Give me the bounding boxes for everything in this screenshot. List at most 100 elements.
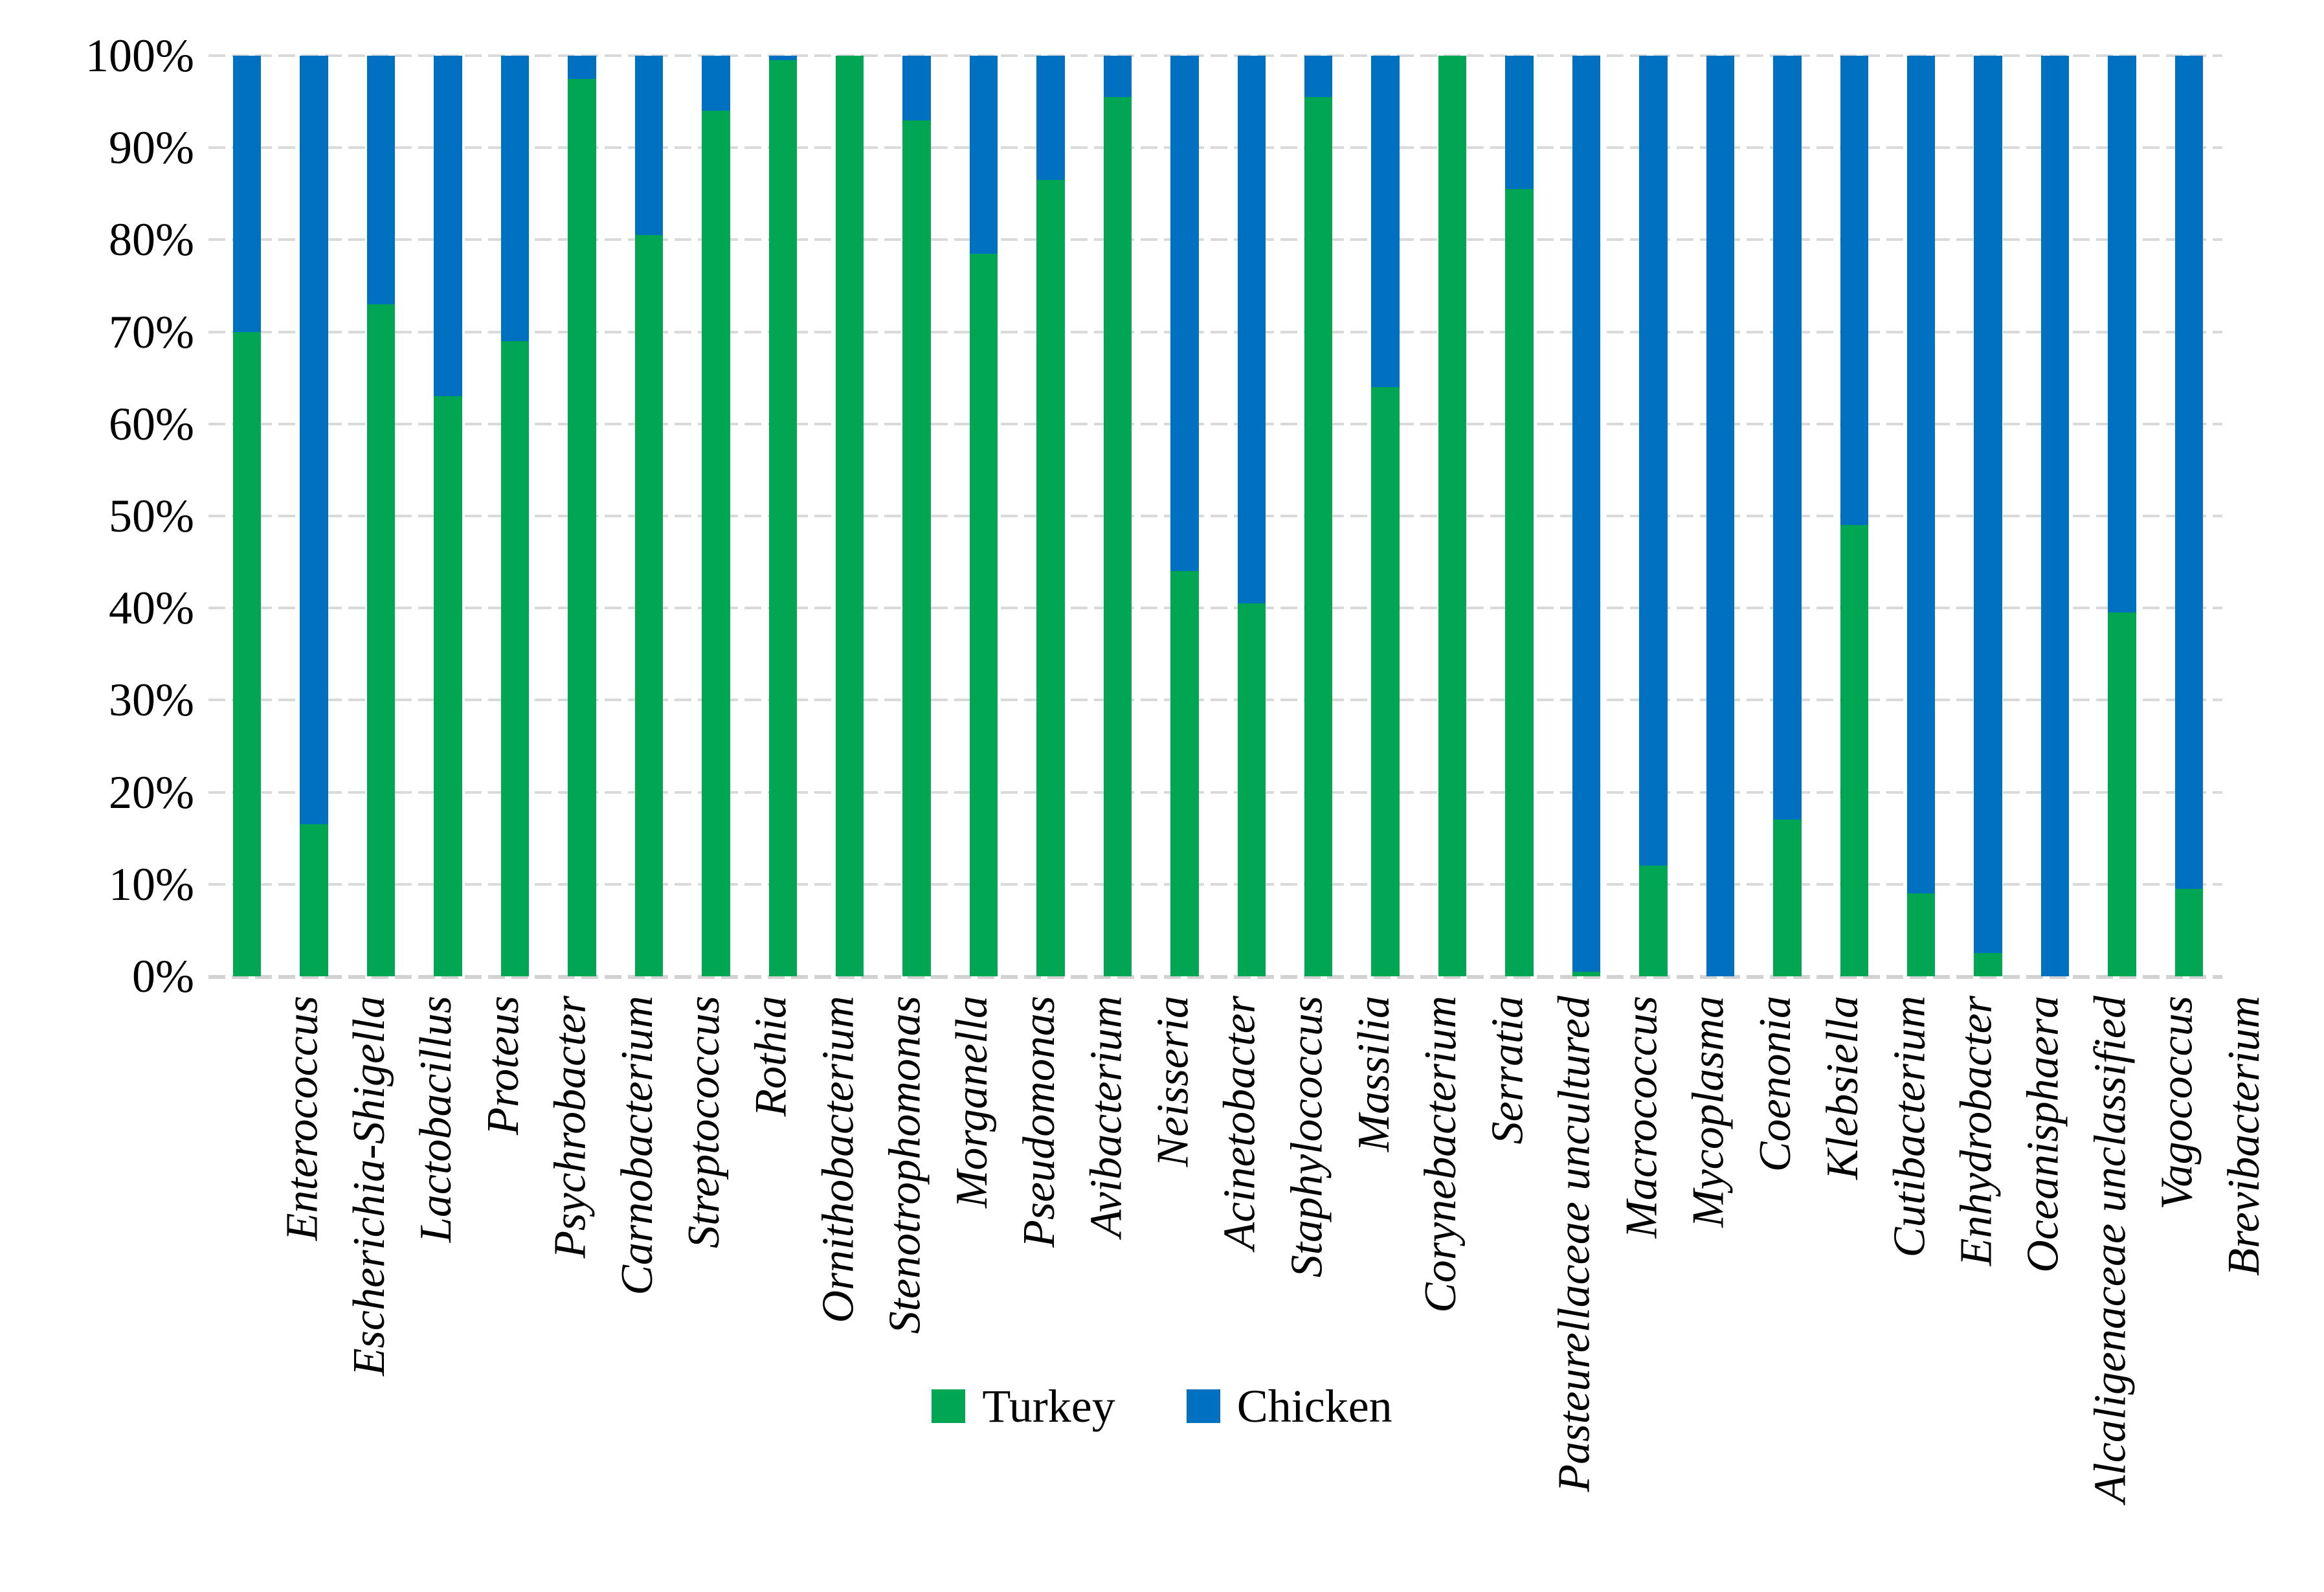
bar-segment-turkey xyxy=(1906,893,1936,976)
x-axis-label: Avibacterium xyxy=(1080,996,1131,1238)
bar-segment-turkey xyxy=(1036,179,1065,976)
x-axis-label: Enhydrobacter xyxy=(1951,996,2002,1266)
gridline xyxy=(208,238,2222,241)
bar-group xyxy=(616,56,682,976)
x-axis-label: Morganella xyxy=(947,996,998,1208)
stacked-bar xyxy=(1371,56,1400,976)
bar-segment-chicken xyxy=(969,56,998,254)
y-axis-tick-label: 40% xyxy=(109,582,194,634)
x-axis-label: Lactobacillus xyxy=(411,996,462,1243)
bar-segment-chicken xyxy=(300,56,328,825)
bar-segment-turkey xyxy=(1572,971,1601,976)
bar-segment-turkey xyxy=(1840,525,1868,976)
y-axis-tick-label: 50% xyxy=(109,490,194,542)
y-axis-tick-label: 0% xyxy=(132,950,194,1002)
stacked-bar xyxy=(1773,56,1802,976)
bar-group xyxy=(950,56,1017,976)
bar-segment-turkey xyxy=(2174,888,2204,976)
stacked-bar xyxy=(300,56,328,976)
gridline xyxy=(208,515,2222,517)
stacked-bar xyxy=(2040,56,2070,976)
stacked-bar xyxy=(1639,56,1668,976)
bar-segment-turkey xyxy=(1639,866,1668,976)
bar-segment-turkey xyxy=(1505,189,1534,976)
bar-group xyxy=(1553,56,1620,976)
gridline xyxy=(208,330,2222,333)
stacked-bar xyxy=(1438,56,1467,976)
bar-group xyxy=(2156,56,2222,976)
stacked-bar xyxy=(1170,56,1199,976)
bar-segment-chicken xyxy=(366,56,396,304)
bar-segment-turkey xyxy=(300,824,328,976)
stacked-bar xyxy=(835,56,864,976)
stacked-bar xyxy=(1840,56,1868,976)
bar-segment-turkey xyxy=(634,235,664,976)
bar-segment-chicken xyxy=(1237,56,1266,604)
bar-segment-turkey xyxy=(1304,97,1333,976)
bar-segment-turkey xyxy=(768,60,797,976)
legend: Turkey Chicken xyxy=(0,1383,2324,1429)
x-axis-label: Acinetobacter xyxy=(1214,996,1265,1250)
x-axis-label: Vagococcus xyxy=(2152,996,2202,1210)
bar-group xyxy=(1017,56,1084,976)
bar-segment-chicken xyxy=(1036,56,1065,180)
bar-segment-turkey xyxy=(568,78,596,976)
bar-segment-chicken xyxy=(568,56,596,79)
y-axis-tick-label: 60% xyxy=(109,398,194,450)
bar-segment-chicken xyxy=(1773,56,1802,820)
x-axis-label: Macrococcus xyxy=(1616,996,1667,1239)
x-axis-label: Rothia xyxy=(746,996,796,1117)
bar-group xyxy=(682,56,749,976)
bar-group xyxy=(883,56,950,976)
y-axis-tick-label: 80% xyxy=(109,214,194,266)
bar-segment-turkey xyxy=(902,120,931,976)
stacked-bar xyxy=(500,56,530,976)
bar-segment-turkey xyxy=(1103,97,1132,976)
x-axis-label: Staphylococcus xyxy=(1282,996,1332,1278)
stacked-bar xyxy=(1974,56,2002,976)
bar-segment-chicken xyxy=(1840,56,1868,526)
bar-segment-chicken xyxy=(634,56,664,236)
stacked-bar xyxy=(1906,56,1936,976)
stacked-bar xyxy=(969,56,998,976)
bar-segment-chicken xyxy=(1371,56,1400,387)
bar-group xyxy=(1821,56,1888,976)
x-axis-label: Escherichia-Shigella xyxy=(344,996,395,1376)
bar-group xyxy=(1352,56,1418,976)
stacked-bar xyxy=(1304,56,1333,976)
x-axis-label: Brevibacterium xyxy=(2219,996,2270,1276)
x-axis-label: Streptococcus xyxy=(679,996,730,1249)
x-axis-label: Corynebacterium xyxy=(1416,996,1466,1313)
legend-label: Chicken xyxy=(1236,1380,1392,1432)
x-axis-label: Serratia xyxy=(1482,996,1533,1145)
bar-segment-chicken xyxy=(1304,56,1333,97)
y-axis-tick-label: 20% xyxy=(109,766,194,818)
y-axis-tick-label: 90% xyxy=(109,122,194,174)
bar-segment-chicken xyxy=(1103,56,1132,97)
bar-segment-turkey xyxy=(366,304,396,976)
x-axis-label: Oceanisphaera xyxy=(2018,996,2068,1273)
bar-segment-turkey xyxy=(835,56,864,976)
stacked-bar xyxy=(1036,56,1065,976)
x-axis-label: Ornithobacterium xyxy=(813,996,864,1323)
bar-segment-turkey xyxy=(702,111,730,976)
bar-segment-chicken xyxy=(1639,56,1668,866)
bar-group xyxy=(280,56,347,976)
plot-area xyxy=(208,54,2222,979)
stacked-bar xyxy=(768,56,797,976)
bar-segment-chicken xyxy=(500,56,530,341)
bar-group xyxy=(1084,56,1151,976)
bar-segment-turkey xyxy=(969,253,998,976)
x-axis-label: Massilia xyxy=(1348,996,1399,1152)
gridline xyxy=(208,54,2222,57)
bar-segment-chicken xyxy=(233,56,262,332)
gridline xyxy=(208,790,2222,794)
bar-group xyxy=(482,56,548,976)
x-axis-label: Stenotrophomonas xyxy=(880,996,930,1334)
bar-group xyxy=(1151,56,1218,976)
bar-segment-chicken xyxy=(1170,56,1199,572)
bar-segment-chicken xyxy=(1505,56,1534,190)
x-axis-label: Pseudomonas xyxy=(1014,996,1064,1248)
y-axis-tick-label: 30% xyxy=(109,674,194,726)
bar-segment-turkey xyxy=(500,341,530,976)
